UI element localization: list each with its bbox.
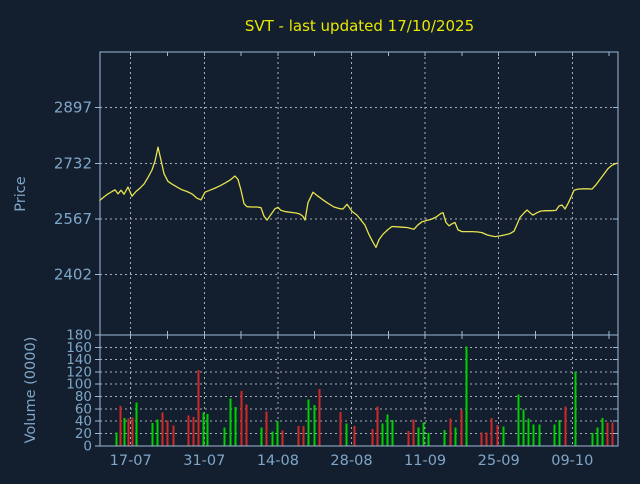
date-label: 17-07 (110, 453, 152, 469)
volume-tick-label: 140 (66, 352, 92, 368)
volume-panel-border (99, 334, 619, 447)
price-tick-label: 2897 (54, 99, 92, 117)
date-label: 31-07 (183, 453, 225, 469)
price-line (99, 146, 618, 249)
volume-tick-label: 80 (75, 389, 92, 405)
volume-tick-label: 160 (66, 340, 92, 356)
date-label: 09-10 (551, 453, 593, 469)
price-tick-label: 2567 (54, 210, 92, 228)
price-axis-label: Price (13, 176, 29, 212)
volume-tick-label: 180 (66, 327, 92, 343)
volume-tick-label: 20 (75, 426, 92, 442)
date-label: 28-08 (330, 453, 372, 469)
tick-labels: 2897273225672402180160140120100806040200… (54, 99, 594, 469)
volume-tick-label: 120 (66, 364, 92, 380)
volume-tick-label: 40 (75, 414, 92, 430)
date-label: 25-09 (478, 453, 520, 469)
price-panel-border (99, 51, 619, 336)
volume-tick-label: 0 (83, 438, 92, 454)
price-tick-label: 2402 (54, 265, 92, 283)
volume-tick-label: 60 (75, 401, 92, 417)
price-tick-label: 2732 (54, 154, 92, 172)
chart-title: SVT - last updated 17/10/2025 (244, 17, 475, 35)
date-label: 11-09 (404, 453, 446, 469)
volume-bars (115, 346, 614, 446)
volume-axis-label: Volume (0000) (23, 336, 39, 444)
volume-tick-label: 100 (66, 377, 92, 393)
date-label: 14-08 (257, 453, 299, 469)
gridlines (100, 52, 618, 446)
axes (95, 51, 619, 447)
